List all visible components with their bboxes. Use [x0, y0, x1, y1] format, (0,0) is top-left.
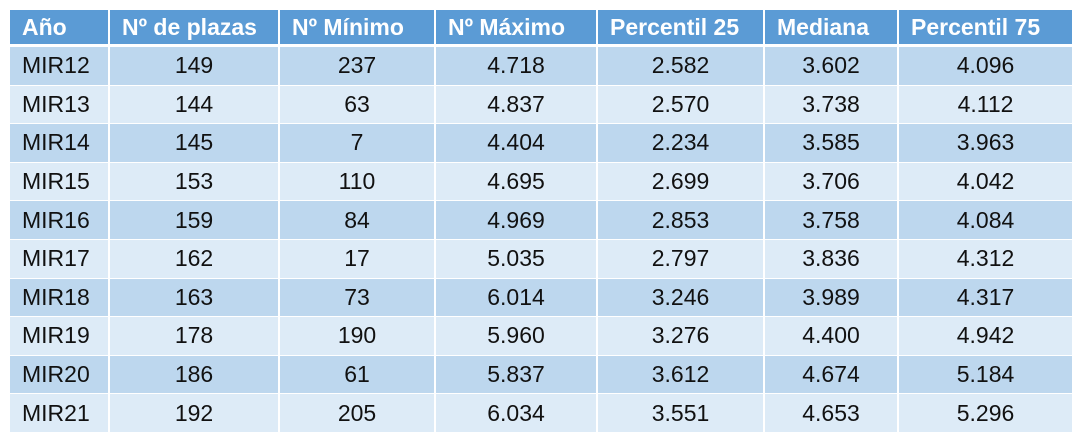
- cell-places: 149: [110, 47, 280, 86]
- cell-percentile-75: 4.942: [899, 317, 1072, 356]
- cell-places: 178: [110, 317, 280, 356]
- cell-percentile-75: 5.296: [899, 394, 1072, 433]
- cell-minimum: 73: [280, 278, 436, 318]
- cell-places: 162: [110, 239, 280, 279]
- cell-percentile-25: 3.246: [598, 278, 765, 318]
- cell-percentile-25: 2.853: [598, 201, 765, 240]
- column-header-maximum: Nº Máximo: [436, 10, 598, 47]
- cell-median: 3.706: [765, 162, 899, 202]
- cell-percentile-75: 4.112: [899, 85, 1072, 125]
- column-header-percentile-25: Percentil 25: [598, 10, 765, 47]
- cell-year: MIR20: [10, 355, 110, 395]
- cell-percentile-75: 3.963: [899, 124, 1072, 163]
- cell-maximum: 6.034: [436, 394, 598, 433]
- cell-median: 3.738: [765, 85, 899, 125]
- table-row: MIR16 159 84 4.969 2.853 3.758 4.084: [10, 201, 1072, 240]
- table-row: MIR14 145 7 4.404 2.234 3.585 3.963: [10, 124, 1072, 163]
- cell-maximum: 5.837: [436, 355, 598, 395]
- cell-maximum: 6.014: [436, 278, 598, 318]
- cell-places: 186: [110, 355, 280, 395]
- cell-year: MIR15: [10, 162, 110, 202]
- cell-median: 4.653: [765, 394, 899, 433]
- cell-year: MIR12: [10, 47, 110, 86]
- cell-year: MIR21: [10, 394, 110, 433]
- cell-percentile-25: 2.570: [598, 85, 765, 125]
- cell-percentile-75: 4.042: [899, 162, 1072, 202]
- cell-maximum: 5.035: [436, 239, 598, 279]
- cell-minimum: 205: [280, 394, 436, 433]
- cell-percentile-75: 4.084: [899, 201, 1072, 240]
- cell-year: MIR13: [10, 85, 110, 125]
- cell-percentile-25: 3.612: [598, 355, 765, 395]
- cell-maximum: 5.960: [436, 317, 598, 356]
- cell-year: MIR19: [10, 317, 110, 356]
- cell-minimum: 7: [280, 124, 436, 163]
- cell-median: 3.585: [765, 124, 899, 163]
- cell-minimum: 63: [280, 85, 436, 125]
- cell-minimum: 84: [280, 201, 436, 240]
- cell-median: 3.989: [765, 278, 899, 318]
- table-row: MIR18 163 73 6.014 3.246 3.989 4.317: [10, 278, 1072, 318]
- cell-median: 3.836: [765, 239, 899, 279]
- cell-year: MIR18: [10, 278, 110, 318]
- table-body: MIR12 149 237 4.718 2.582 3.602 4.096 MIR13 144 6…: [10, 47, 1072, 433]
- cell-year: MIR14: [10, 124, 110, 163]
- column-header-percentile-75: Percentil 75: [899, 10, 1072, 47]
- table-row: MIR17 162 17 5.035 2.797 3.836 4.312: [10, 239, 1072, 279]
- cell-minimum: 190: [280, 317, 436, 356]
- cell-percentile-75: 4.317: [899, 278, 1072, 318]
- table-row: MIR15 153 110 4.695 2.699 3.706 4.042: [10, 162, 1072, 202]
- cell-percentile-75: 5.184: [899, 355, 1072, 395]
- cell-places: 159: [110, 201, 280, 240]
- cell-percentile-25: 3.551: [598, 394, 765, 433]
- cell-percentile-75: 4.312: [899, 239, 1072, 279]
- data-table-container: Año Nº de plazas Nº Mínimo Nº Máximo Per…: [10, 10, 1072, 433]
- cell-median: 4.674: [765, 355, 899, 395]
- cell-places: 192: [110, 394, 280, 433]
- mir-statistics-table: Año Nº de plazas Nº Mínimo Nº Máximo Per…: [10, 10, 1072, 433]
- cell-year: MIR16: [10, 201, 110, 240]
- cell-percentile-25: 2.699: [598, 162, 765, 202]
- header-row: Año Nº de plazas Nº Mínimo Nº Máximo Per…: [10, 10, 1072, 47]
- cell-minimum: 61: [280, 355, 436, 395]
- cell-percentile-25: 2.797: [598, 239, 765, 279]
- table-row: MIR19 178 190 5.960 3.276 4.400 4.942: [10, 317, 1072, 356]
- cell-median: 3.758: [765, 201, 899, 240]
- cell-percentile-25: 2.582: [598, 47, 765, 86]
- cell-maximum: 4.837: [436, 85, 598, 125]
- table-row: MIR12 149 237 4.718 2.582 3.602 4.096: [10, 47, 1072, 86]
- table-row: MIR20 186 61 5.837 3.612 4.674 5.184: [10, 355, 1072, 395]
- cell-maximum: 4.718: [436, 47, 598, 86]
- cell-places: 145: [110, 124, 280, 163]
- cell-percentile-75: 4.096: [899, 47, 1072, 86]
- column-header-minimum: Nº Mínimo: [280, 10, 436, 47]
- cell-percentile-25: 3.276: [598, 317, 765, 356]
- column-header-places: Nº de plazas: [110, 10, 280, 47]
- cell-median: 3.602: [765, 47, 899, 86]
- cell-minimum: 17: [280, 239, 436, 279]
- cell-maximum: 4.695: [436, 162, 598, 202]
- cell-median: 4.400: [765, 317, 899, 356]
- cell-year: MIR17: [10, 239, 110, 279]
- table-row: MIR13 144 63 4.837 2.570 3.738 4.112: [10, 85, 1072, 125]
- cell-places: 163: [110, 278, 280, 318]
- cell-minimum: 110: [280, 162, 436, 202]
- cell-maximum: 4.969: [436, 201, 598, 240]
- cell-minimum: 237: [280, 47, 436, 86]
- cell-percentile-25: 2.234: [598, 124, 765, 163]
- column-header-year: Año: [10, 10, 110, 47]
- cell-places: 144: [110, 85, 280, 125]
- cell-places: 153: [110, 162, 280, 202]
- column-header-median: Mediana: [765, 10, 899, 47]
- cell-maximum: 4.404: [436, 124, 598, 163]
- table-row: MIR21 192 205 6.034 3.551 4.653 5.296: [10, 394, 1072, 433]
